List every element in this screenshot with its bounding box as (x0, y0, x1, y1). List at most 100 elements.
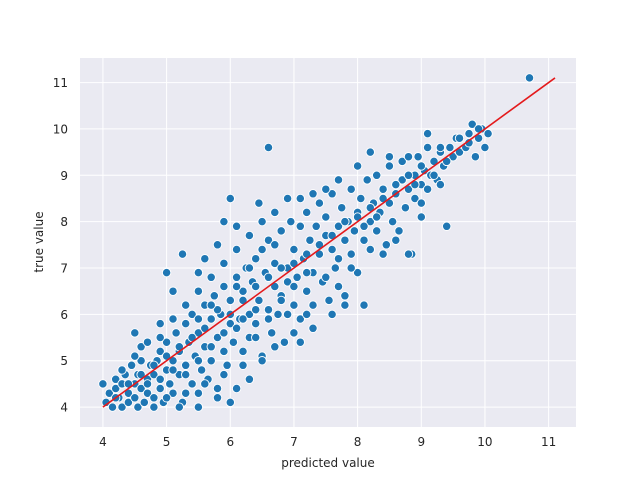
data-point (238, 286, 248, 296)
data-point (133, 402, 143, 412)
data-point (346, 249, 356, 259)
data-point (327, 189, 337, 199)
data-point (111, 383, 121, 394)
data-point (181, 388, 191, 398)
x-tick-label: 11 (541, 435, 556, 449)
data-point (378, 184, 388, 194)
data-point (193, 314, 204, 324)
data-point (244, 230, 255, 241)
data-point (161, 393, 172, 403)
data-point (292, 272, 302, 282)
data-point (282, 309, 293, 320)
data-point (270, 207, 280, 218)
data-point (219, 346, 229, 357)
data-point (289, 244, 299, 255)
x-tick-labels: 4 5 6 7 8 9 10 11 (99, 435, 556, 449)
data-point (219, 216, 229, 227)
data-point (270, 258, 280, 269)
data-point (295, 221, 305, 231)
data-point (483, 128, 493, 139)
y-tick-label: 8 (60, 215, 68, 229)
data-point (337, 203, 347, 213)
data-point (228, 337, 239, 347)
data-point (289, 300, 299, 310)
data-point (413, 152, 423, 162)
data-point (286, 216, 296, 227)
data-point (130, 393, 140, 403)
data-point (225, 193, 235, 204)
data-point (142, 388, 153, 398)
data-point (193, 267, 204, 278)
data-point (244, 309, 255, 320)
data-point (403, 152, 414, 162)
data-point (231, 323, 242, 333)
data-point (400, 203, 411, 213)
data-point (193, 286, 204, 296)
data-point (270, 240, 280, 250)
data-point (308, 323, 318, 333)
data-point (155, 374, 165, 384)
data-point (231, 281, 242, 292)
data-point (209, 291, 219, 301)
y-tick-label: 4 (60, 401, 68, 415)
data-point (352, 161, 363, 171)
data-point (168, 286, 178, 296)
data-point (254, 295, 264, 306)
data-point (231, 383, 242, 394)
y-tick-label: 9 (60, 169, 68, 183)
data-point (107, 402, 118, 412)
data-point (470, 152, 481, 162)
data-point (231, 221, 242, 231)
data-point (155, 318, 165, 329)
data-point (263, 235, 274, 245)
data-point (308, 189, 318, 199)
data-point (302, 309, 312, 320)
data-point (359, 300, 369, 310)
data-point (123, 397, 134, 408)
data-point (340, 300, 350, 310)
data-point (193, 402, 204, 412)
data-point (422, 184, 433, 194)
data-point (225, 318, 235, 329)
data-point (454, 133, 465, 143)
x-tick-label: 7 (290, 435, 298, 449)
data-point (302, 286, 312, 296)
data-point (282, 193, 293, 204)
data-point (219, 328, 229, 338)
data-point (340, 216, 350, 227)
data-point (282, 277, 293, 287)
data-point (139, 397, 149, 408)
data-point (480, 142, 490, 153)
data-point (464, 128, 474, 139)
data-point (219, 258, 229, 269)
data-point (416, 212, 426, 222)
data-point (397, 175, 407, 185)
data-point (130, 351, 140, 361)
data-point (384, 152, 395, 162)
data-point (391, 179, 401, 190)
data-point (365, 216, 375, 227)
data-point (193, 356, 204, 366)
data-point (212, 240, 223, 250)
x-tick-label: 5 (163, 435, 171, 449)
data-point (327, 244, 337, 255)
data-point (314, 198, 325, 208)
data-point (365, 147, 375, 157)
data-point (330, 263, 340, 273)
data-point (222, 360, 232, 370)
data-point (181, 360, 191, 370)
data-point (254, 198, 264, 208)
data-point (273, 309, 283, 320)
y-tick-label: 11 (53, 76, 68, 90)
data-point (212, 332, 223, 343)
data-point (435, 179, 446, 190)
data-point (305, 235, 315, 245)
data-point (442, 221, 452, 231)
data-point (126, 360, 137, 370)
data-point (165, 379, 175, 389)
data-point (308, 300, 318, 310)
x-tick-label: 8 (354, 435, 362, 449)
data-point (238, 360, 248, 370)
data-point (168, 388, 178, 398)
